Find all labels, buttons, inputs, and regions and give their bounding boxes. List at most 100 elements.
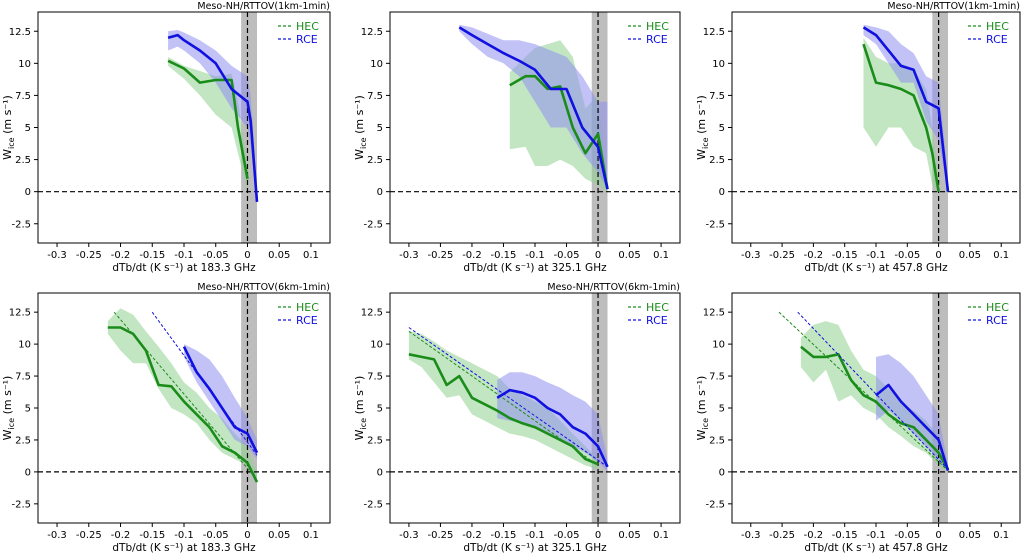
rce-fit-line: [151, 311, 258, 456]
x-tick-label: 0.05: [618, 250, 640, 261]
rce-series-line: [862, 26, 950, 192]
x-tick-label: -0.2: [111, 250, 131, 261]
y-tick-label: -2.5: [363, 219, 383, 230]
y-tick-label: 0: [377, 187, 383, 198]
y-tick-label: 2.5: [367, 155, 383, 166]
y-tick-label: 2.5: [367, 435, 383, 446]
y-tick-label: 7.5: [367, 91, 383, 102]
x-tick-label: -0.2: [462, 250, 482, 261]
y-tick-label: 0: [377, 467, 383, 478]
rce-series-line: [182, 346, 259, 454]
hec-envelope: [107, 308, 257, 485]
y-tick-label: 12.5: [703, 308, 725, 319]
rce-series-line: [167, 33, 259, 203]
x-tick-label: -0.1: [866, 530, 886, 541]
x-tick-label: 0.05: [268, 530, 290, 541]
y-tick-label: 5: [25, 404, 31, 415]
legend-label-hec: HEC: [986, 20, 1009, 33]
hec-series-line: [107, 326, 259, 483]
x-axis-label: dTb/dt (K s⁻¹) at 183.3 GHz: [112, 542, 256, 553]
y-axis-label: Wice (m s⁻¹): [695, 95, 710, 160]
y-tick-label: -2.5: [11, 499, 31, 510]
y-tick-label: 12.5: [9, 308, 31, 319]
legend-label-rce: RCE: [646, 314, 668, 327]
x-tick-label: -0.2: [111, 530, 131, 541]
y-axis-label: Wice (m s⁻¹): [1, 95, 16, 160]
y-tick-label: 10: [18, 340, 31, 351]
x-tick-label: 0.1: [653, 530, 669, 541]
chart-title: Meso-NH/RTTOV(1km-1min): [197, 1, 330, 12]
y-tick-label: 7.5: [367, 372, 383, 383]
x-tick-label: 0: [244, 530, 250, 541]
y-axis-label-main: W: [353, 429, 366, 440]
x-tick-label: -0.15: [832, 250, 858, 261]
legend-label-rce: RCE: [296, 314, 318, 327]
x-tick-label: -0.15: [491, 530, 517, 541]
hec-envelope: [800, 321, 948, 472]
legend-label-rce: RCE: [646, 33, 668, 46]
y-tick-label: -2.5: [705, 219, 725, 230]
uncertainty-band: [932, 293, 948, 523]
rce-series-line: [496, 388, 609, 468]
legend-label-rce: RCE: [986, 33, 1008, 46]
x-tick-label: -0.05: [894, 530, 920, 541]
x-tick-label: -0.15: [832, 530, 858, 541]
rce-series-line: [875, 383, 950, 471]
x-tick-label: 0.1: [653, 250, 669, 261]
x-tick-label: 0: [595, 250, 601, 261]
y-axis-label-sub: ice: [359, 137, 368, 149]
y-tick-label: 10: [370, 340, 383, 351]
y-tick-label: 5: [25, 123, 31, 134]
y-tick-label: 0: [719, 187, 725, 198]
rce-series-line: [458, 26, 609, 190]
x-tick-label: -0.3: [741, 250, 761, 261]
legend-label-rce: RCE: [296, 33, 318, 46]
x-tick-label: -0.25: [427, 250, 453, 261]
rce-fit-line: [408, 327, 608, 468]
x-tick-label: -0.15: [139, 530, 165, 541]
y-axis-label-unit: (m s⁻¹): [1, 95, 14, 137]
x-tick-label: -0.3: [47, 530, 67, 541]
y-tick-label: 0: [25, 187, 31, 198]
x-tick-label: -0.1: [174, 530, 194, 541]
x-tick-label: -0.05: [894, 250, 920, 261]
x-tick-label: -0.3: [399, 530, 419, 541]
x-tick-label: 0.05: [618, 530, 640, 541]
chart-panel-4: -0.3 -0.25 -0.2 -0.15 -0.1 -0.05 0 0.05 0.1 -2.5 0…: [1, 282, 331, 553]
y-tick-label: -2.5: [705, 499, 725, 510]
chart-panel-6: -0.3 -0.25 -0.2 -0.15 -0.1 -0.05 0 0.05 0.1 -2.5 0…: [695, 292, 1021, 553]
x-tick-label: -0.25: [769, 250, 795, 261]
uncertainty-band: [591, 293, 608, 523]
y-tick-label: 12.5: [361, 308, 383, 319]
x-tick-label: -0.05: [203, 530, 229, 541]
x-tick-label: 0.05: [959, 530, 981, 541]
x-tick-label: 0.1: [993, 530, 1009, 541]
x-tick-label: -0.3: [399, 250, 419, 261]
hec-envelope: [863, 37, 939, 192]
y-axis-label-main: W: [353, 149, 366, 160]
x-axis-label: dTb/dt (K s⁻¹) at 325.1 GHz: [463, 262, 607, 274]
y-tick-label: 2.5: [709, 435, 725, 446]
y-axis-label: Wice (m s⁻¹): [1, 376, 16, 441]
x-axis-label: dTb/dt (K s⁻¹) at 183.3 GHz: [112, 262, 256, 274]
x-tick-label: -0.25: [427, 530, 453, 541]
chart-title: Meso-NH/RTTOV(6km-1min): [197, 282, 330, 293]
legend-label-hec: HEC: [986, 301, 1009, 314]
chart-title: Meso-NH/RTTOV(1km-1min): [887, 1, 1020, 12]
x-tick-label: 0.1: [993, 250, 1009, 261]
y-tick-label: -2.5: [363, 499, 383, 510]
rce-envelope: [459, 24, 608, 190]
y-tick-label: 5: [719, 404, 725, 415]
legend-label-hec: HEC: [646, 20, 669, 33]
x-tick-label: -0.15: [139, 250, 165, 261]
y-tick-label: 12.5: [703, 27, 725, 38]
uncertainty-band: [241, 293, 257, 523]
y-axis-label-unit: (m s⁻¹): [695, 376, 708, 418]
y-tick-label: 5: [719, 123, 725, 134]
y-tick-label: 5: [377, 404, 383, 415]
hec-series-line: [862, 43, 940, 192]
y-axis-label-unit: (m s⁻¹): [353, 95, 366, 137]
x-tick-label: -0.25: [76, 250, 102, 261]
x-tick-label: -0.1: [866, 250, 886, 261]
y-tick-label: 7.5: [709, 91, 725, 102]
